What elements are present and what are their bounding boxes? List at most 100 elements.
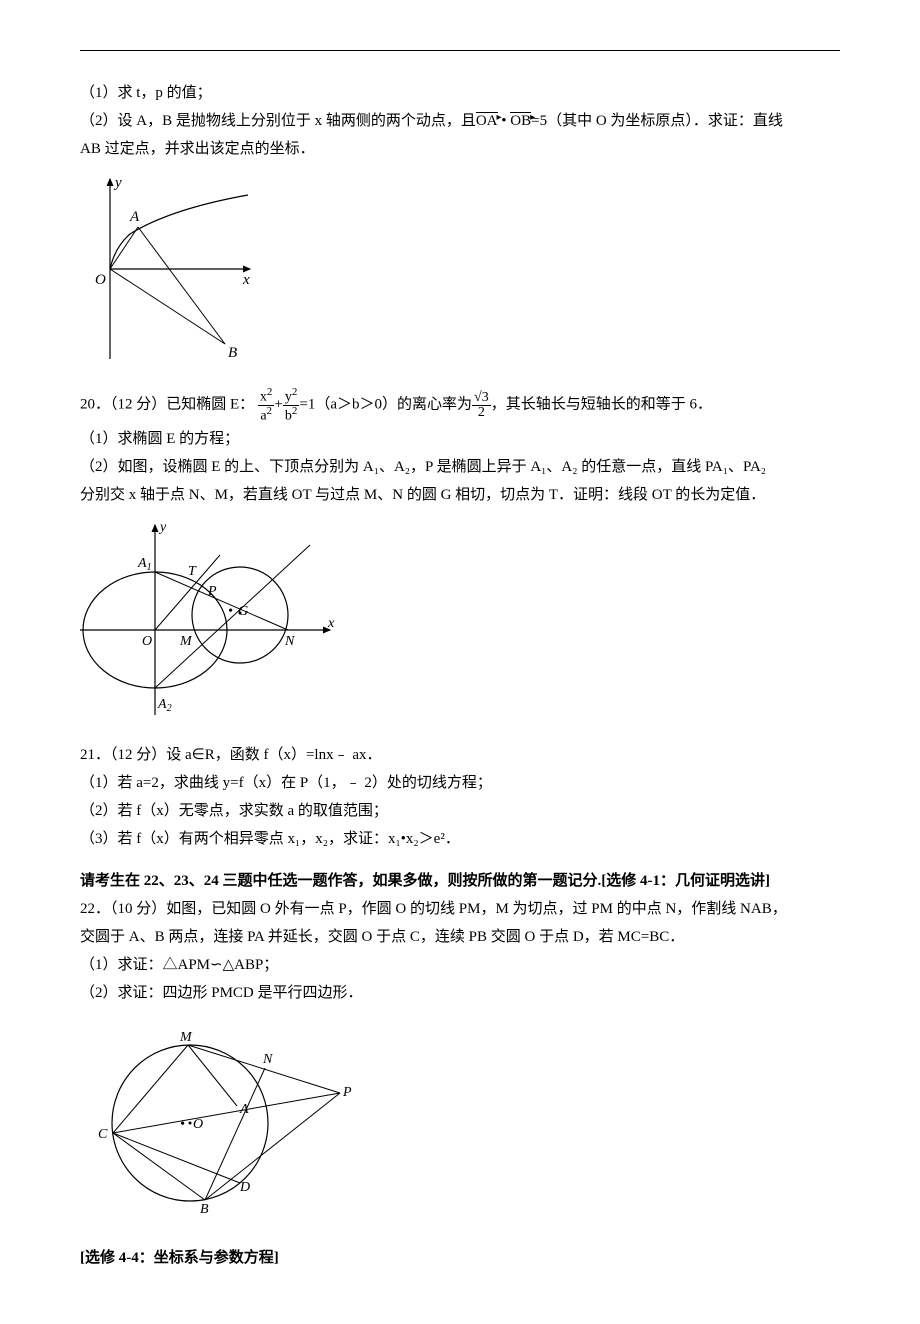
label-o-dot: • bbox=[180, 1117, 185, 1132]
q-part-2-line2: AB 过定点，并求出该定点的坐标． bbox=[80, 137, 840, 161]
label-b: B bbox=[228, 345, 237, 361]
text: （1）求 t，p 的值； bbox=[80, 85, 212, 101]
label-b: B bbox=[200, 1202, 209, 1213]
vector-ob: OB▸ bbox=[510, 113, 531, 129]
text: （1）求证：△APM∽△ABP； bbox=[80, 957, 278, 973]
ob-text: OB bbox=[510, 112, 531, 129]
label-m: M bbox=[179, 1030, 193, 1045]
text: 分别交 x 轴于点 N、M，若直线 OT 与过点 M、N 的圆 G 相切，切点为… bbox=[80, 487, 765, 503]
page-top-rule bbox=[80, 50, 840, 51]
text: 交圆于 A、B 两点，连接 PA 并延长，交圆 O 于点 C，连续 PB 交圆 … bbox=[80, 929, 684, 945]
q-part-2-line1: （2）设 A，B 是抛物线上分别位于 x 轴两侧的两个动点，且OA▸ • OB▸… bbox=[80, 109, 840, 133]
fraction-sqrt3-2: √3 2 bbox=[472, 391, 491, 420]
text: （1）若 a=2，求曲线 y=f（x）在 P（1，﹣ 2）处的切线方程； bbox=[80, 775, 492, 791]
label-y: y bbox=[158, 520, 167, 535]
text: 22．（10 分）如图，已知圆 O 外有一点 P，作圆 O 的切线 PM，M 为… bbox=[80, 901, 787, 917]
text: （2）求证：四边形 PMCD 是平行四边形． bbox=[80, 985, 363, 1001]
num: x bbox=[260, 390, 267, 405]
text: （3）若 f（x）有两个相异零点 x₁，x₂，求证：x₁•x₂＞e²． bbox=[80, 831, 460, 847]
den: 2 bbox=[472, 406, 491, 420]
label-n: N bbox=[262, 1052, 273, 1067]
label-x: x bbox=[327, 616, 335, 631]
num: √3 bbox=[472, 391, 491, 406]
q-part-1: （1）求 t，p 的值； bbox=[80, 81, 840, 105]
label-x: x bbox=[242, 272, 250, 288]
footer-section: [选修 4-4：坐标系与参数方程] bbox=[80, 1246, 840, 1270]
num: y bbox=[285, 390, 292, 405]
line-pac bbox=[113, 1093, 340, 1133]
vector-oa: OA▸ bbox=[476, 113, 498, 129]
q21-part-2: （2）若 f（x）无零点，求实数 a 的取值范围； bbox=[80, 799, 840, 823]
label-o: O bbox=[142, 634, 152, 649]
label-a: A bbox=[129, 209, 140, 225]
text: =5（其中 O 为坐标原点）．求证：直线 bbox=[531, 113, 783, 129]
line-mc bbox=[113, 1045, 188, 1133]
instruction-bold: 请考生在 22、23、24 三题中任选一题作答，如果多做，则按所做的第一题记分.… bbox=[80, 869, 840, 893]
q20-intro: 20．（12 分）已知椭圆 E： x2 a2 + y2 b2 =1（a＞b＞0）… bbox=[80, 387, 840, 423]
exp: 2 bbox=[267, 405, 273, 417]
plus: + bbox=[274, 397, 282, 413]
text: 20．（12 分）已知椭圆 E： bbox=[80, 397, 254, 413]
exp: 2 bbox=[267, 386, 273, 398]
q20-part-2b: 分别交 x 轴于点 N、M，若直线 OT 与过点 M、N 的圆 G 相切，切点为… bbox=[80, 483, 840, 507]
line-ob bbox=[110, 269, 225, 344]
label-o: O bbox=[193, 1117, 203, 1132]
line-pa1-n bbox=[155, 572, 288, 630]
label-a1: A1 bbox=[137, 556, 152, 573]
arrow-icon: ▸ bbox=[530, 110, 535, 126]
label-c: C bbox=[98, 1127, 108, 1142]
line-pb bbox=[205, 1093, 340, 1200]
circle-svg: • O M N P A B C D bbox=[80, 1013, 370, 1213]
label-g: G bbox=[238, 604, 248, 619]
label-y: y bbox=[113, 175, 122, 191]
arrow-icon: ▸ bbox=[496, 110, 501, 126]
text: 21．（12 分）设 a∈R，函数 f（x）=lnx﹣ ax． bbox=[80, 747, 382, 763]
text: （1）求椭圆 E 的方程； bbox=[80, 431, 239, 447]
label-p: P bbox=[342, 1085, 352, 1100]
label-t: T bbox=[188, 564, 197, 579]
text: 请考生在 22、23、24 三题中任选一题作答，如果多做，则按所做的第一题记分.… bbox=[80, 873, 770, 889]
line-ma bbox=[188, 1045, 237, 1106]
label-o: O bbox=[95, 272, 106, 288]
ellipse-svg: O x y A1 A2 P T • G M N bbox=[80, 515, 350, 725]
line-nab bbox=[205, 1068, 265, 1200]
label-m: M bbox=[179, 634, 193, 649]
fraction-y2b2: y2 b2 bbox=[283, 387, 300, 423]
label-d: D bbox=[239, 1180, 250, 1195]
q22-part-2: （2）求证：四边形 PMCD 是平行四边形． bbox=[80, 981, 840, 1005]
line-ab bbox=[138, 227, 225, 344]
line-oa bbox=[110, 227, 138, 269]
dot: • bbox=[501, 113, 506, 129]
text: =1（a＞b＞0）的离心率为 bbox=[299, 397, 472, 413]
text: [选修 4-4：坐标系与参数方程] bbox=[80, 1250, 279, 1266]
label-n: N bbox=[284, 634, 295, 649]
text: AB 过定点，并求出该定点的坐标． bbox=[80, 141, 315, 157]
den: b bbox=[285, 408, 292, 423]
text: （2）若 f（x）无零点，求实数 a 的取值范围； bbox=[80, 803, 388, 819]
figure-ellipse: O x y A1 A2 P T • G M N bbox=[80, 515, 840, 733]
text: （2）设 A，B 是抛物线上分别位于 x 轴两侧的两个动点，且 bbox=[80, 113, 476, 129]
q20-part-1: （1）求椭圆 E 的方程； bbox=[80, 427, 840, 451]
label-p: P bbox=[207, 584, 217, 599]
figure-circle-tangent: • O M N P A B C D bbox=[80, 1013, 840, 1221]
exp: 2 bbox=[292, 386, 298, 398]
oa-text: OA bbox=[476, 112, 498, 129]
text: ，其长轴长与短轴长的和等于 6． bbox=[491, 397, 712, 413]
q21-intro: 21．（12 分）设 a∈R，函数 f（x）=lnx﹣ ax． bbox=[80, 743, 840, 767]
figure-parabola: O x y A B bbox=[80, 169, 840, 377]
exp: 2 bbox=[292, 405, 298, 417]
q22-intro-a: 22．（10 分）如图，已知圆 O 外有一点 P，作圆 O 的切线 PM，M 为… bbox=[80, 897, 840, 921]
label-a2: A2 bbox=[157, 697, 172, 714]
q22-intro-b: 交圆于 A、B 两点，连接 PA 并延长，交圆 O 于点 C，连续 PB 交圆 … bbox=[80, 925, 840, 949]
q20-part-2a: （2）如图，设椭圆 E 的上、下顶点分别为 A₁、A₂，P 是椭圆上异于 A₁、… bbox=[80, 455, 840, 479]
label-a: A bbox=[239, 1102, 249, 1117]
line-cb bbox=[113, 1133, 205, 1200]
q22-part-1: （1）求证：△APM∽△ABP； bbox=[80, 953, 840, 977]
point-o bbox=[189, 1122, 192, 1125]
parabola-upper bbox=[110, 195, 248, 269]
parabola-svg: O x y A B bbox=[80, 169, 260, 369]
label-g-dot: • bbox=[228, 604, 233, 619]
fraction-x2a2: x2 a2 bbox=[258, 387, 275, 423]
q21-part-1: （1）若 a=2，求曲线 y=f（x）在 P（1，﹣ 2）处的切线方程； bbox=[80, 771, 840, 795]
text: （2）如图，设椭圆 E 的上、下顶点分别为 A₁、A₂，P 是椭圆上异于 A₁、… bbox=[80, 459, 766, 475]
